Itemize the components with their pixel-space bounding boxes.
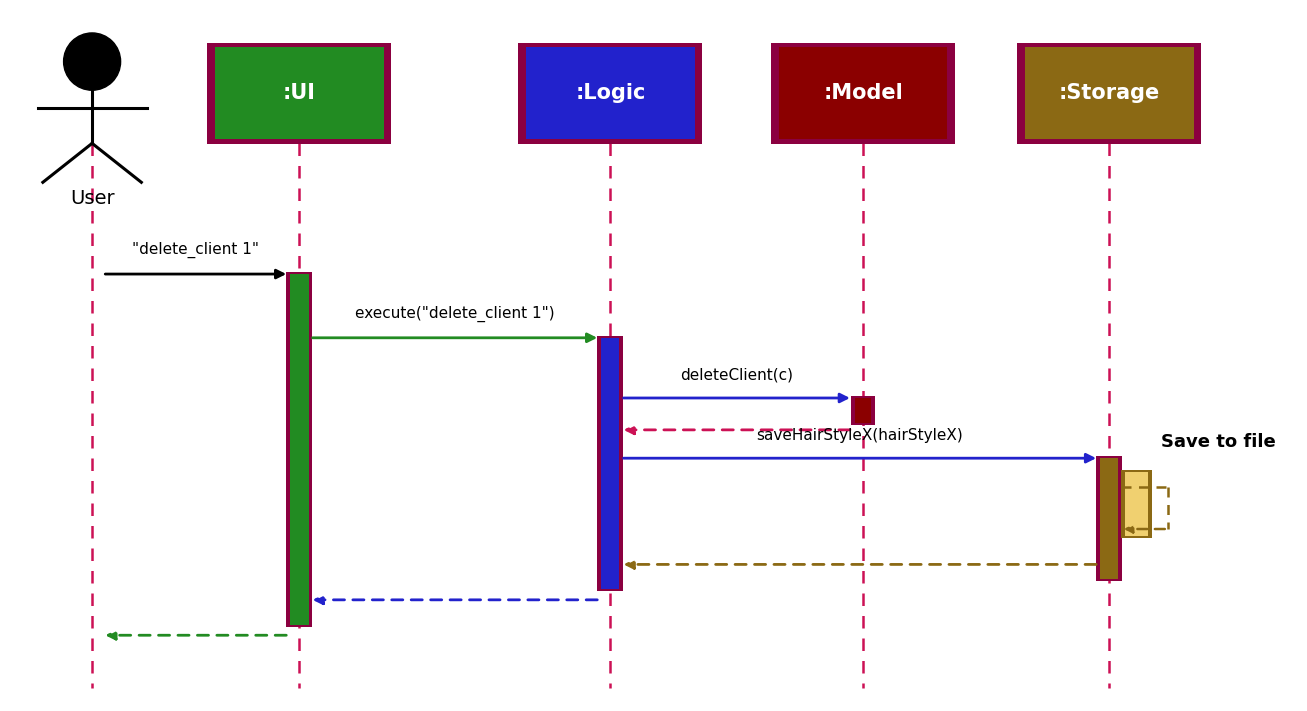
Bar xyxy=(208,43,391,144)
Text: saveHairStyleX(hairStyleX): saveHairStyleX(hairStyleX) xyxy=(757,427,963,443)
Bar xyxy=(855,398,870,423)
Bar xyxy=(519,43,702,144)
Bar xyxy=(779,48,948,139)
Bar xyxy=(1017,43,1201,144)
Bar xyxy=(1125,472,1148,536)
Text: "delete_client 1": "delete_client 1" xyxy=(132,242,259,259)
Text: :Storage: :Storage xyxy=(1059,83,1159,104)
Bar xyxy=(851,396,874,425)
Text: :Model: :Model xyxy=(823,83,903,104)
Text: deleteClient(c): deleteClient(c) xyxy=(680,368,793,383)
Text: :Logic: :Logic xyxy=(575,83,646,104)
Bar xyxy=(290,274,308,625)
Bar xyxy=(527,48,694,139)
Bar xyxy=(216,48,384,139)
Bar xyxy=(771,43,955,144)
Bar xyxy=(601,338,620,589)
Text: User: User xyxy=(69,189,115,208)
Bar xyxy=(1121,470,1151,538)
Bar xyxy=(1097,456,1123,581)
Ellipse shape xyxy=(64,33,120,90)
Bar xyxy=(286,272,312,627)
Text: execute("delete_client 1"): execute("delete_client 1") xyxy=(356,306,554,322)
Bar xyxy=(1025,48,1193,139)
Text: :UI: :UI xyxy=(284,83,316,104)
Text: Save to file: Save to file xyxy=(1161,433,1276,451)
Bar xyxy=(597,336,623,592)
Bar xyxy=(1100,458,1119,579)
